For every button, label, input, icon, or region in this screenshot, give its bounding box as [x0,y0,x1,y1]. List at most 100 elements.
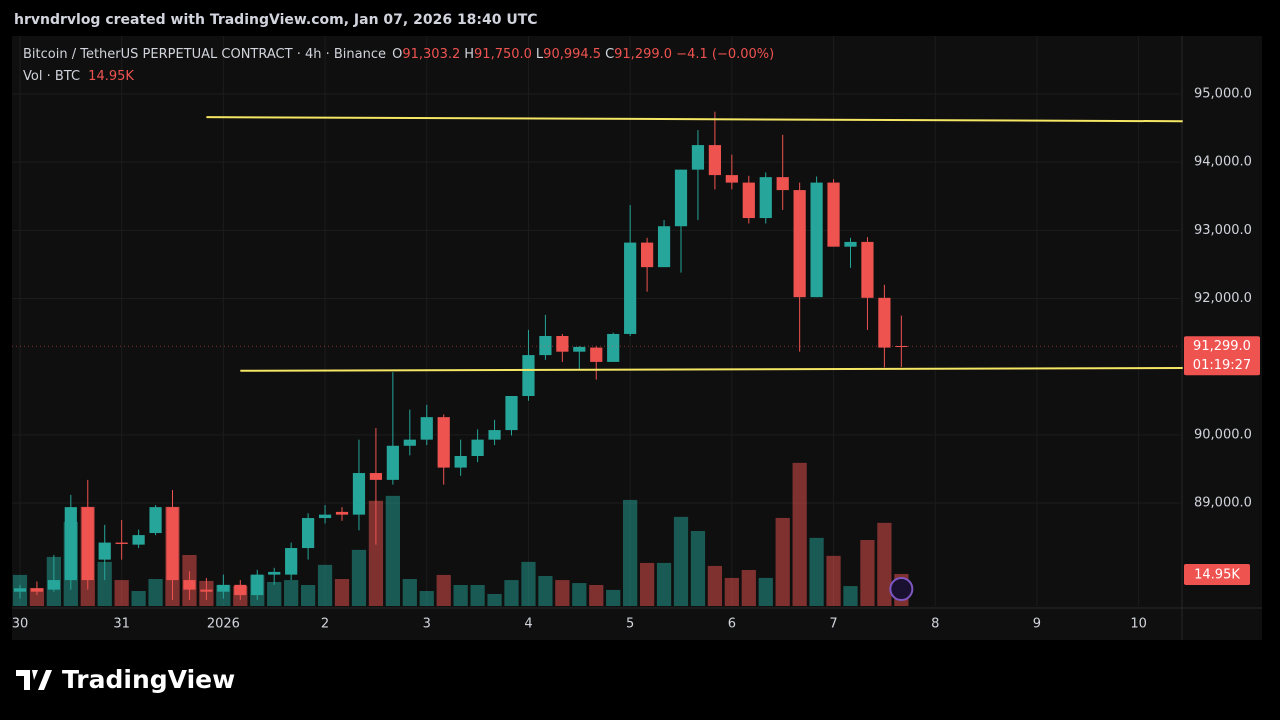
candle-body [776,177,789,191]
trend-line [240,367,1183,372]
volume-bar [419,591,434,606]
x-tick-label: 7 [829,617,837,632]
candle-body [420,417,433,440]
candle-body [64,507,77,581]
volume-bar [453,585,468,606]
candle-body [607,333,620,362]
volume-bar [317,564,333,606]
volume-bar [402,579,417,606]
candle-body [369,473,383,480]
candle-body [590,347,603,362]
volume-value: 14.95K [88,69,134,84]
volume-bar [741,570,756,606]
watermark: hrvndrvlog created with TradingView.com,… [14,12,538,28]
volume-bar [775,517,790,606]
volume-bar [572,583,587,606]
volume-bar [877,522,892,606]
candle-body [742,182,755,219]
candle-body [759,177,772,219]
candle-body [47,580,60,590]
candle-body [725,175,738,183]
candle-body [471,439,484,456]
ohlc-key: O [392,47,403,62]
x-tick-label: 30 [12,617,29,632]
volume-bar [97,561,112,606]
alert-icon [889,577,914,601]
candle-body [115,542,128,544]
candle-body [878,297,891,348]
volume-bar [656,562,672,606]
volume-bar [436,574,451,606]
volume-tag-label: 14.95K [1194,567,1240,582]
candle-body [556,336,569,352]
y-tick-label: 89,000.0 [1194,496,1252,511]
y-tick-label: 95,000.0 [1194,86,1252,101]
volume-bar [267,582,282,606]
ohlc-key: L [535,47,544,62]
last-price-tag [1184,336,1260,376]
candle-body [200,589,213,592]
candle-body [251,574,264,596]
volume-bar [826,555,841,606]
volume-bar [470,585,485,606]
candle-body [691,145,705,170]
volume-bar [538,576,553,606]
candle-body [183,580,196,590]
candle-body [810,182,823,298]
candle-body [454,456,467,468]
candle-body [132,535,145,545]
volume-bar [724,577,739,606]
volume-bar [707,565,723,606]
candle-body [624,242,637,334]
candle-body [30,588,44,592]
y-tick-label: 94,000.0 [1194,155,1252,170]
volume-bar [504,580,519,606]
candle-body [539,336,552,356]
candle-body [708,145,722,176]
candle-body [793,190,806,298]
volume-bar [673,516,689,606]
candle-body [166,507,179,581]
volume-bar [351,549,367,606]
candle-body [335,511,349,515]
candle-body [641,242,654,268]
ohlc-legend: O91,303.2 H91,750.0 L90,994.5 C91,299.0 [390,47,672,62]
trend-line [206,116,1183,123]
x-tick-label: 3 [423,617,431,632]
volume-bar [623,499,638,606]
candle-body [352,473,366,515]
ohlc-value: 91,299.0 [614,47,673,62]
volume-bar [131,591,146,606]
candle-body [674,169,688,227]
symbol-title: Bitcoin / TetherUS PERPETUAL CONTRACT · … [23,47,386,62]
candle-body [844,241,857,247]
candle-body [437,417,450,468]
candle-body [505,396,518,431]
ohlc-value: 91,303.2 [402,47,461,62]
y-tick-label: 93,000.0 [1194,223,1252,238]
x-tick-label: 2026 [207,617,240,632]
volume-title: Vol · BTC [23,69,81,84]
volume-bar [114,580,129,606]
volume-bar [589,585,604,606]
brand-name: TradingView [62,665,235,694]
candle-body [573,346,586,352]
volume-bar [521,561,536,606]
candle-body [302,518,315,549]
volume-bar [385,495,400,606]
volume-bar [368,500,384,606]
candle-body [234,584,247,596]
x-tick-label: 2 [321,617,329,632]
change-label: −4.1 (−0.00%) [676,47,775,62]
volume-bar [809,537,824,606]
logo-icon [16,670,52,690]
ohlc-value: 90,994.5 [543,47,602,62]
volume-bar [792,462,807,606]
volume-bar [555,580,570,606]
brand-logo: TradingView [16,665,235,694]
y-tick-label: 90,000.0 [1194,427,1252,442]
ohlc-key: H [464,47,475,62]
candle-body [827,182,840,247]
